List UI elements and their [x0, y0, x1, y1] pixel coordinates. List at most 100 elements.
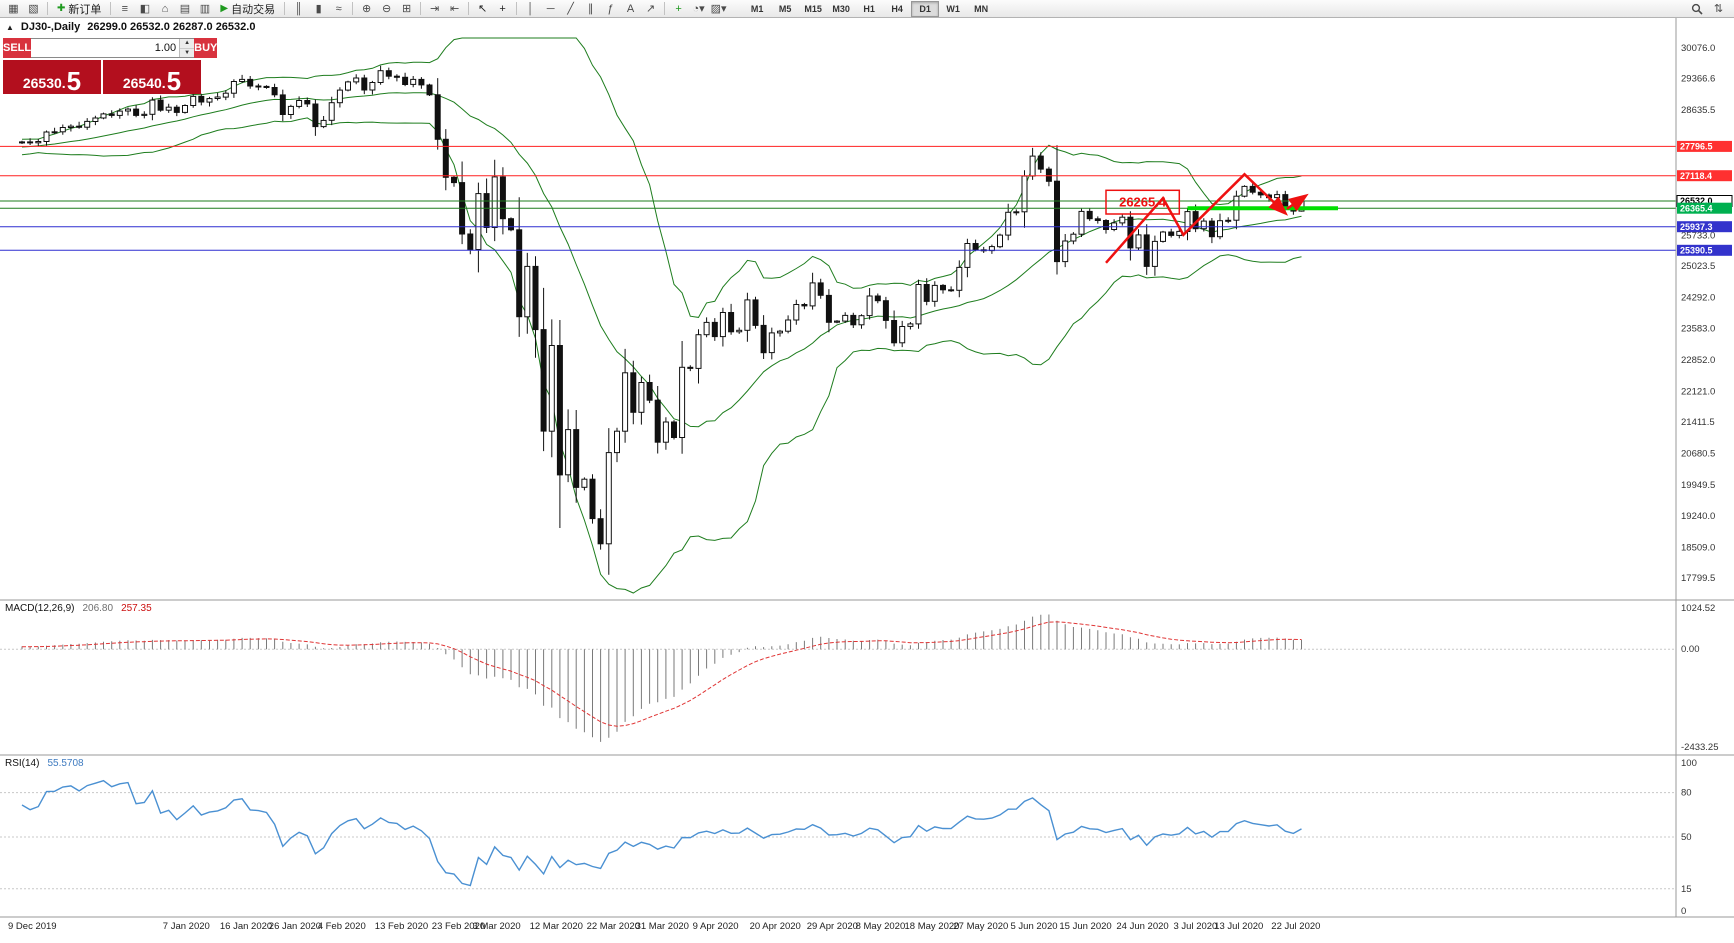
rsi-name: RSI(14) [5, 758, 40, 769]
timeframe-button-h4[interactable]: H4 [891, 3, 903, 14]
svg-text:1024.52: 1024.52 [1681, 603, 1715, 614]
autotrading-icon: ▶ [220, 3, 229, 14]
svg-text:27796.5: 27796.5 [1680, 142, 1713, 152]
buy-button[interactable]: BUY [194, 38, 218, 58]
volume-field: ▲ ▼ [31, 38, 195, 58]
indicators-icon[interactable]: + [675, 2, 682, 15]
svg-text:100: 100 [1681, 758, 1697, 769]
svg-text:22121.0: 22121.0 [1681, 386, 1715, 397]
svg-text:25023.5: 25023.5 [1681, 261, 1715, 272]
candlestick-chart-icon[interactable]: ▮ [315, 3, 322, 15]
svg-text:27118.4: 27118.4 [1680, 171, 1712, 181]
toolbar-separator [284, 2, 286, 15]
candlesticks [19, 65, 1305, 575]
price-axis: 30076.0 29366.6 28635.5 25733.0 25023.5 24292… [1681, 43, 1719, 917]
data-window-icon[interactable]: ◧ [139, 3, 151, 15]
rsi-value: 55.5708 [47, 758, 84, 769]
bar-chart-icon[interactable]: ║ [294, 2, 303, 15]
svg-text:19949.5: 19949.5 [1681, 480, 1715, 491]
svg-text:22 Mar 2020: 22 Mar 2020 [587, 921, 640, 932]
support-resistance-lines[interactable] [0, 145, 1676, 251]
arrows-icon[interactable]: ↗ [645, 3, 656, 15]
tile-windows-icon[interactable]: ⊞ [401, 3, 412, 15]
svg-text:8 May 2020: 8 May 2020 [856, 921, 906, 932]
new-order-button[interactable]: ✚ 新订单 [52, 1, 106, 16]
volume-input[interactable] [31, 39, 180, 57]
buy-price-main: 26540. [122, 75, 166, 92]
chart-title-row: ▲ DJ30-,Daily 26299.0 26532.0 26287.0 26… [6, 21, 255, 33]
price-annotation-box[interactable]: 26265.4 [1105, 189, 1181, 215]
timeframe-button-h1[interactable]: H1 [863, 3, 875, 14]
auto-scroll-icon[interactable]: ⇥ [429, 3, 440, 15]
timeframe-button-m1[interactable]: M1 [750, 3, 764, 14]
timeframe-button-m5[interactable]: M5 [778, 3, 792, 14]
new-chart-icon[interactable]: ▦ [8, 3, 19, 15]
volume-down-button[interactable]: ▼ [180, 48, 195, 57]
toolbar-separator [664, 2, 666, 15]
autotrading-button[interactable]: ▶ 自动交易 [215, 1, 280, 16]
channel-icon[interactable]: ∥ [587, 3, 594, 15]
terminal-icon[interactable]: ▤ [179, 3, 191, 15]
cursor-icon[interactable]: ↖ [477, 3, 488, 15]
trend-arrows[interactable] [1105, 172, 1309, 264]
new-order-button-label: 新订单 [68, 3, 102, 16]
svg-text:25937.3: 25937.3 [1680, 222, 1713, 232]
vertical-line-icon[interactable]: │ [527, 2, 535, 15]
svg-text:26265.4: 26265.4 [1119, 195, 1167, 210]
strategy-tester-icon[interactable]: ▥ [199, 3, 211, 15]
svg-text:22852.0: 22852.0 [1681, 355, 1715, 366]
scale-toggle-icon[interactable]: ⇅ [1713, 3, 1724, 15]
timeframe-button-m30[interactable]: M30 [832, 3, 850, 14]
zoom-in-icon[interactable]: ⊕ [361, 3, 372, 15]
periods-dropdown-icon[interactable]: ◔▾ [692, 3, 705, 15]
svg-text:-2433.25: -2433.25 [1681, 742, 1719, 753]
svg-text:25390.5: 25390.5 [1680, 246, 1713, 256]
sell-price-fraction: 5 [66, 65, 82, 96]
sell-price-button[interactable]: 26530. 5 [3, 60, 101, 94]
rsi-pane [0, 779, 1676, 890]
horizontal-line-icon[interactable]: ─ [546, 2, 555, 15]
trendline-icon[interactable]: ╱ [567, 3, 574, 15]
svg-text:7 Jan 2020: 7 Jan 2020 [163, 921, 210, 932]
volume-up-button[interactable]: ▲ [180, 39, 195, 49]
one-click-panel-toggle[interactable]: ▲ [6, 22, 14, 32]
svg-text:3 Jul 2020: 3 Jul 2020 [1174, 921, 1218, 932]
svg-text:24292.0: 24292.0 [1681, 293, 1715, 304]
main-toolbar: ▦ ▧ ✚ 新订单 ≡ ◧ ⌂ ▤ ▥ ▶ 自动交易 ║ ▮ ≈ ⊕ ⊖ ⊞ ⇥ ⇤ ↖ + │ ─ ╱ ∥ ƒ A ↗ + ◔▾ ▨▾ M1… [0, 0, 1734, 18]
timeframe-button-m15[interactable]: M15 [804, 3, 822, 14]
svg-text:22 Jul 2020: 22 Jul 2020 [1271, 921, 1320, 932]
pane-separators [0, 18, 1734, 918]
text-icon[interactable]: A [626, 2, 635, 15]
sell-price-main: 26530. [22, 75, 66, 92]
svg-text:23 Feb 2020: 23 Feb 2020 [432, 921, 485, 932]
toolbar-separator [47, 2, 48, 15]
bollinger-bands [21, 37, 1302, 594]
timeframe-button-mn[interactable]: MN [974, 3, 989, 14]
navigator-icon[interactable]: ⌂ [161, 2, 169, 15]
crosshair-icon[interactable]: + [499, 2, 506, 15]
toolbar-separator [352, 2, 354, 15]
search-icon[interactable] [1687, 1, 1706, 16]
svg-text:17799.5: 17799.5 [1681, 573, 1715, 584]
market-watch-icon[interactable]: ≡ [121, 2, 129, 15]
buy-price-button[interactable]: 26540. 5 [103, 60, 201, 94]
chart-ohlc-values: 26299.0 26532.0 26287.0 26532.0 [87, 21, 256, 33]
timeframe-button-w1[interactable]: W1 [946, 3, 960, 14]
profiles-icon[interactable]: ▧ [28, 3, 39, 15]
macd-pane [0, 614, 1676, 742]
svg-text:24 Jun 2020: 24 Jun 2020 [1116, 921, 1168, 932]
zoom-out-icon[interactable]: ⊖ [381, 3, 392, 15]
volume-spinner: ▲ ▼ [179, 39, 195, 57]
chart-shift-icon[interactable]: ⇤ [449, 3, 460, 15]
chart-canvas[interactable]: 26265.4 30076.0 29366.6 28635.5 25733.0 2502… [0, 18, 1734, 943]
sell-button[interactable]: SELL [3, 38, 32, 58]
svg-text:50: 50 [1681, 832, 1692, 843]
svg-text:9 Dec 2019: 9 Dec 2019 [8, 921, 57, 932]
line-chart-icon[interactable]: ≈ [335, 2, 342, 15]
fibonacci-icon[interactable]: ƒ [607, 2, 614, 15]
timeframe-button-d1[interactable]: D1 [911, 0, 940, 17]
svg-text:28635.5: 28635.5 [1681, 105, 1715, 116]
templates-icon[interactable]: ▨▾ [710, 3, 727, 15]
one-click-trading-panel: SELL ▲ ▼ BUY 26530.5 26540.5 [3, 38, 218, 94]
